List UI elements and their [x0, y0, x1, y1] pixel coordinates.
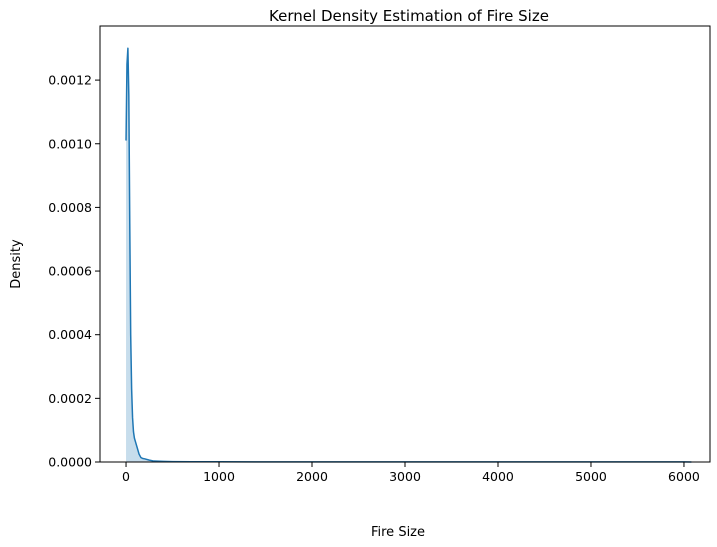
x-tick-label: 3000	[389, 469, 421, 484]
chart-title: Kernel Density Estimation of Fire Size	[269, 7, 549, 25]
y-tick-label: 0.0004	[48, 327, 92, 342]
y-tick-label: 0.0012	[48, 73, 92, 88]
y-tick-label: 0.0002	[48, 391, 92, 406]
plot-area	[125, 47, 692, 463]
x-axis: 0 1000 2000 3000 4000 5000 6000	[122, 462, 700, 484]
y-axis-label: Density	[9, 239, 24, 289]
x-tick-label: 6000	[668, 469, 700, 484]
x-tick-label: 5000	[575, 469, 607, 484]
x-axis-label: Fire Size	[371, 525, 425, 540]
density-fill-area	[126, 48, 692, 462]
y-tick-label: 0.0000	[48, 455, 92, 470]
x-tick-label: 1000	[203, 469, 235, 484]
y-tick-label: 0.0010	[48, 136, 92, 151]
x-tick-label: 0	[122, 469, 130, 484]
x-tick-label: 2000	[296, 469, 328, 484]
density-line	[125, 47, 692, 463]
y-tick-label: 0.0008	[48, 200, 92, 215]
axes-frame	[99, 25, 711, 463]
y-axis: 0.0000 0.0002 0.0004 0.0006 0.0008 0.0010 0.00…	[48, 73, 100, 470]
y-tick-label: 0.0006	[48, 264, 92, 279]
x-tick-label: 4000	[482, 469, 514, 484]
